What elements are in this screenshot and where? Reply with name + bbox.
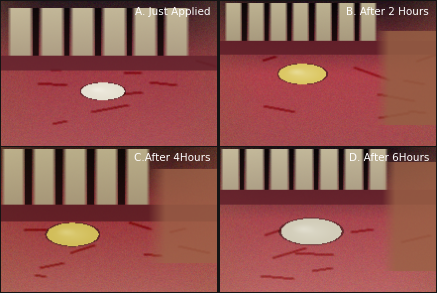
Text: A. Just Applied: A. Just Applied xyxy=(135,7,211,17)
Text: C.After 4Hours: C.After 4Hours xyxy=(134,153,211,163)
Text: D. After 6Hours: D. After 6Hours xyxy=(349,153,429,163)
Text: B. After 2 Hours: B. After 2 Hours xyxy=(347,7,429,17)
